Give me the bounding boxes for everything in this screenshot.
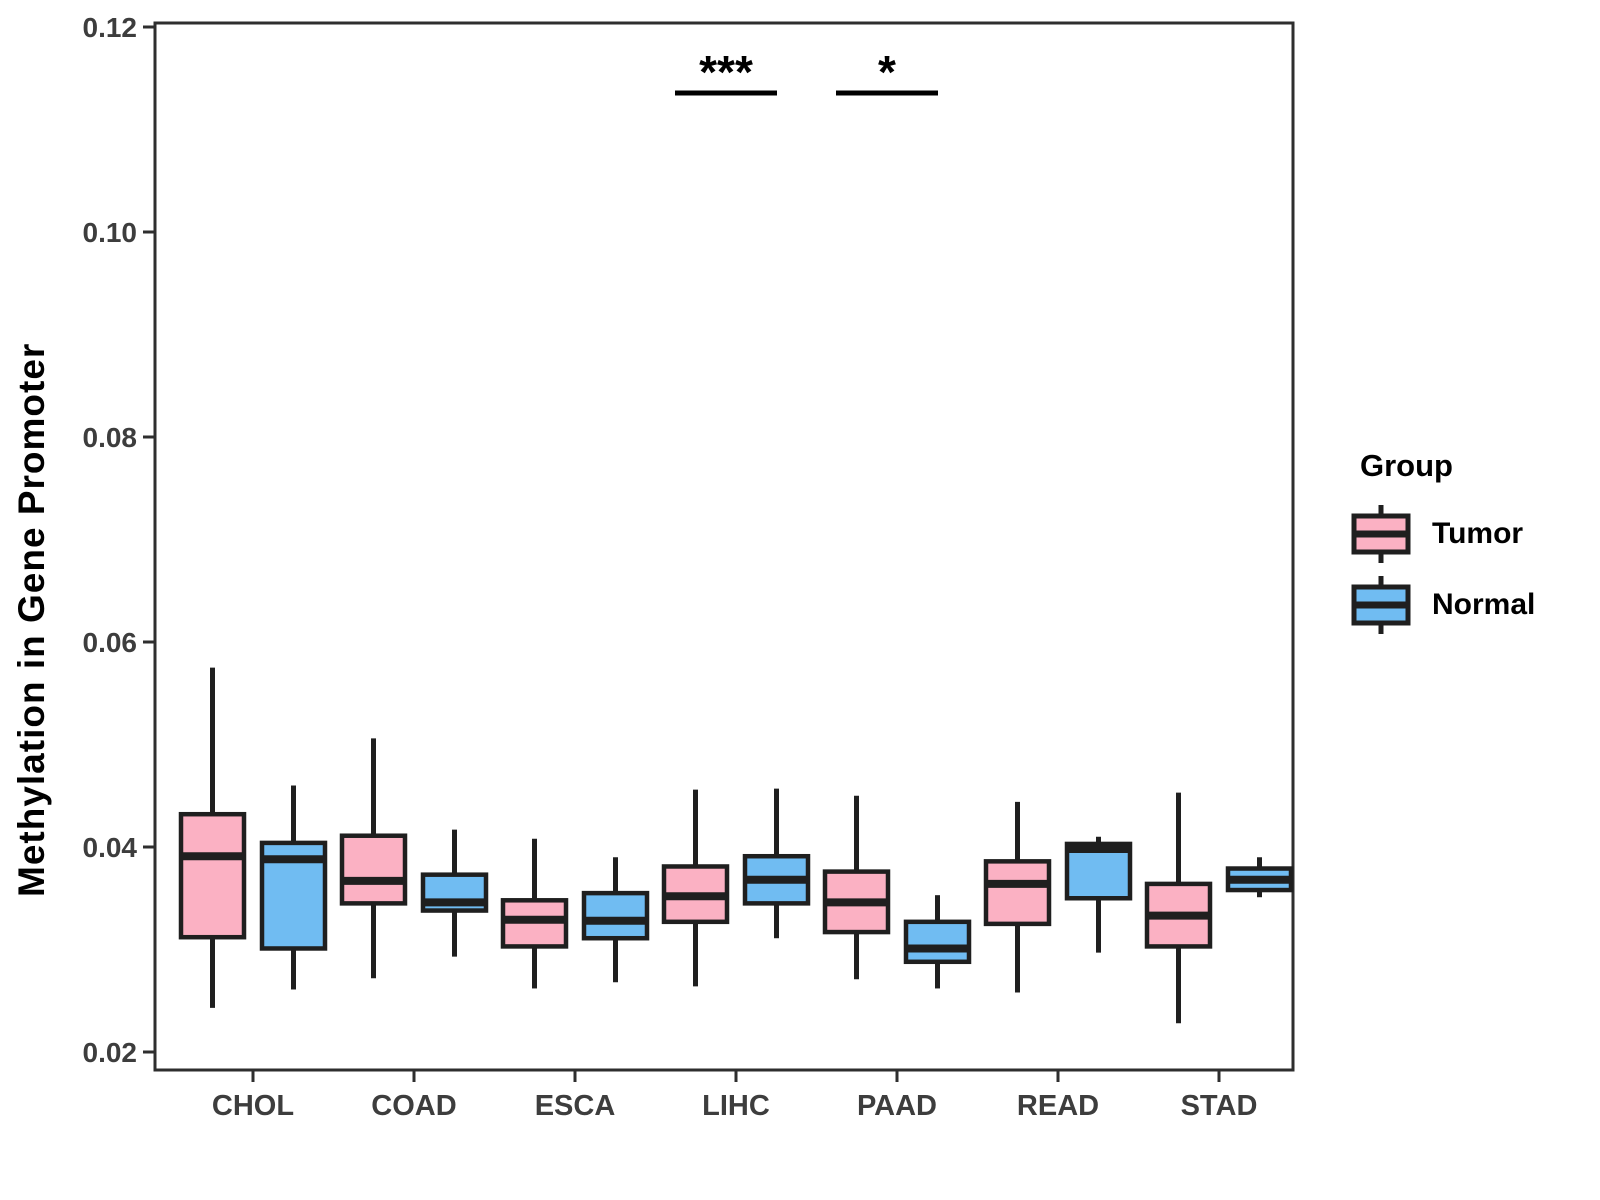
x-axis-label-PAAD: PAAD bbox=[857, 1090, 937, 1122]
box-READ-normal bbox=[1064, 836, 1133, 953]
box-STAD-normal bbox=[1225, 857, 1294, 898]
legend: Group Tumor Normal bbox=[1350, 448, 1535, 644]
box-ESCA-normal bbox=[581, 857, 650, 983]
box-COAD-normal bbox=[420, 829, 489, 957]
x-axis-label-COAD: COAD bbox=[371, 1090, 456, 1122]
box-STAD-tumor bbox=[1144, 792, 1213, 1024]
panel-border bbox=[153, 21, 1295, 1072]
box-COAD-tumor bbox=[339, 738, 408, 979]
legend-item-normal-label: Normal bbox=[1432, 588, 1536, 621]
y-axis-title: Methylation in Gene Promoter bbox=[11, 342, 52, 898]
y-tick-label: 0.12 bbox=[83, 12, 138, 43]
y-tick-label: 0.08 bbox=[83, 422, 138, 453]
x-axis-label-ESCA: ESCA bbox=[535, 1090, 616, 1122]
y-tick-label: 0.04 bbox=[83, 832, 138, 863]
x-axis-label-READ: READ bbox=[1017, 1090, 1099, 1122]
iqr-box bbox=[339, 833, 408, 906]
legend-item-tumor-label: Tumor bbox=[1432, 517, 1524, 550]
x-axis-label-CHOL: CHOL bbox=[212, 1090, 294, 1122]
box-PAAD-tumor bbox=[822, 795, 891, 980]
box-LIHC-normal bbox=[742, 788, 811, 939]
y-tick-label: 0.02 bbox=[83, 1037, 138, 1068]
significance-PAAD: * bbox=[836, 46, 938, 98]
iqr-box bbox=[178, 811, 247, 940]
box-LIHC-tumor bbox=[661, 789, 730, 987]
legend-item-tumor: Tumor bbox=[1350, 502, 1535, 566]
significance-stars: *** bbox=[699, 46, 753, 98]
box-CHOL-normal bbox=[259, 785, 328, 990]
iqr-box bbox=[581, 890, 650, 941]
legend-title: Group bbox=[1360, 448, 1453, 483]
iqr-box bbox=[903, 919, 972, 965]
significance-stars: * bbox=[878, 46, 896, 98]
box-READ-tumor bbox=[983, 801, 1052, 993]
y-tick-label: 0.06 bbox=[83, 627, 138, 658]
x-axis-label-STAD: STAD bbox=[1181, 1090, 1258, 1122]
box-ESCA-tumor bbox=[500, 838, 569, 989]
iqr-box bbox=[983, 859, 1052, 927]
legend-item-normal: Normal bbox=[1350, 573, 1535, 637]
box-CHOL-tumor bbox=[178, 667, 247, 1008]
y-tick-label: 0.10 bbox=[83, 217, 138, 248]
x-axis-label-LIHC: LIHC bbox=[702, 1090, 770, 1122]
normal-boxplot-swatch-icon bbox=[1351, 576, 1411, 634]
tumor-boxplot-swatch-icon bbox=[1351, 505, 1411, 563]
box-PAAD-normal bbox=[903, 895, 972, 989]
significance-LIHC: *** bbox=[675, 46, 777, 98]
